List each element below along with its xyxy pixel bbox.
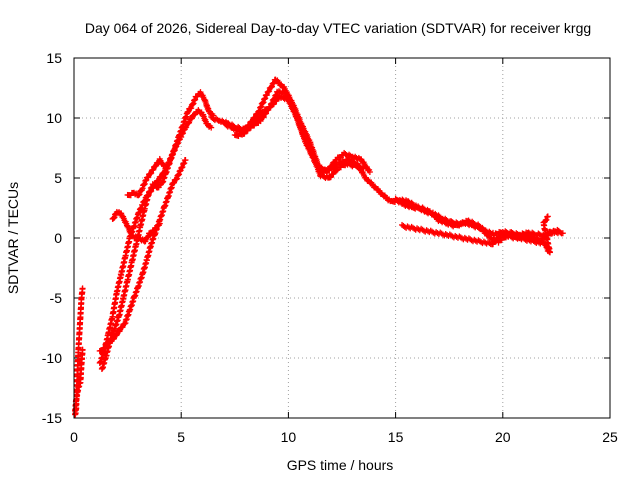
x-tick-label: 0: [70, 429, 78, 445]
x-tick-label: 15: [388, 429, 404, 445]
chart-title: Day 064 of 2026, Sidereal Day-to-day VTE…: [85, 20, 591, 36]
data-point: [161, 163, 168, 169]
data-point: [182, 157, 189, 163]
data-point: [188, 105, 195, 112]
plot-frame: [73, 57, 611, 419]
data-point: [160, 162, 167, 168]
x-tick-label: 20: [495, 429, 511, 445]
data-point: [186, 119, 193, 126]
data-point: [555, 227, 562, 234]
x-tick-label: 25: [602, 429, 618, 445]
y-tick-label: -5: [50, 290, 63, 306]
data-point: [329, 162, 336, 169]
data-point: [150, 166, 157, 173]
data-point: [326, 166, 333, 173]
data-point: [544, 213, 551, 220]
data-point: [185, 108, 192, 115]
data-point: [148, 170, 155, 177]
x-tick-label: 10: [281, 429, 297, 445]
data-point: [79, 285, 86, 292]
data-point: [121, 320, 128, 327]
grid: [74, 58, 610, 418]
y-tick-label: 15: [46, 50, 62, 66]
data-point: [366, 169, 373, 175]
data-point: [156, 177, 163, 184]
data-points: [72, 76, 566, 418]
data-point: [111, 335, 118, 342]
data-point: [554, 226, 561, 233]
data-point: [260, 114, 267, 121]
data-point: [559, 230, 566, 237]
data-point: [142, 238, 149, 245]
y-tick-label: 10: [46, 110, 62, 126]
x-tick-label: 5: [177, 429, 185, 445]
data-point: [333, 167, 340, 174]
data-point: [266, 88, 273, 95]
data-point: [116, 328, 123, 335]
y-axis-label: SDTVAR / TECUs: [5, 182, 21, 294]
data-point: [79, 346, 86, 353]
data-point: [257, 118, 264, 125]
data-point: [153, 162, 160, 169]
data-point: [145, 174, 152, 181]
y-tick-label: -15: [42, 410, 62, 426]
y-tick-label: 0: [54, 230, 62, 246]
y-tick-label: -10: [42, 350, 62, 366]
data-point: [360, 165, 367, 172]
y-tick-label: 5: [54, 170, 62, 186]
data-point: [188, 115, 195, 122]
data-point: [268, 83, 275, 90]
data-point: [156, 220, 163, 227]
data-point: [208, 124, 215, 131]
data-point: [263, 92, 270, 99]
x-axis-label: GPS time / hours: [287, 457, 394, 473]
data-point: [145, 233, 152, 240]
data-point: [543, 216, 550, 223]
data-point: [171, 179, 178, 186]
data-point: [252, 114, 259, 121]
data-point: [262, 110, 269, 117]
data-point: [173, 176, 180, 183]
data-point: [119, 324, 126, 331]
data-point: [113, 331, 120, 338]
